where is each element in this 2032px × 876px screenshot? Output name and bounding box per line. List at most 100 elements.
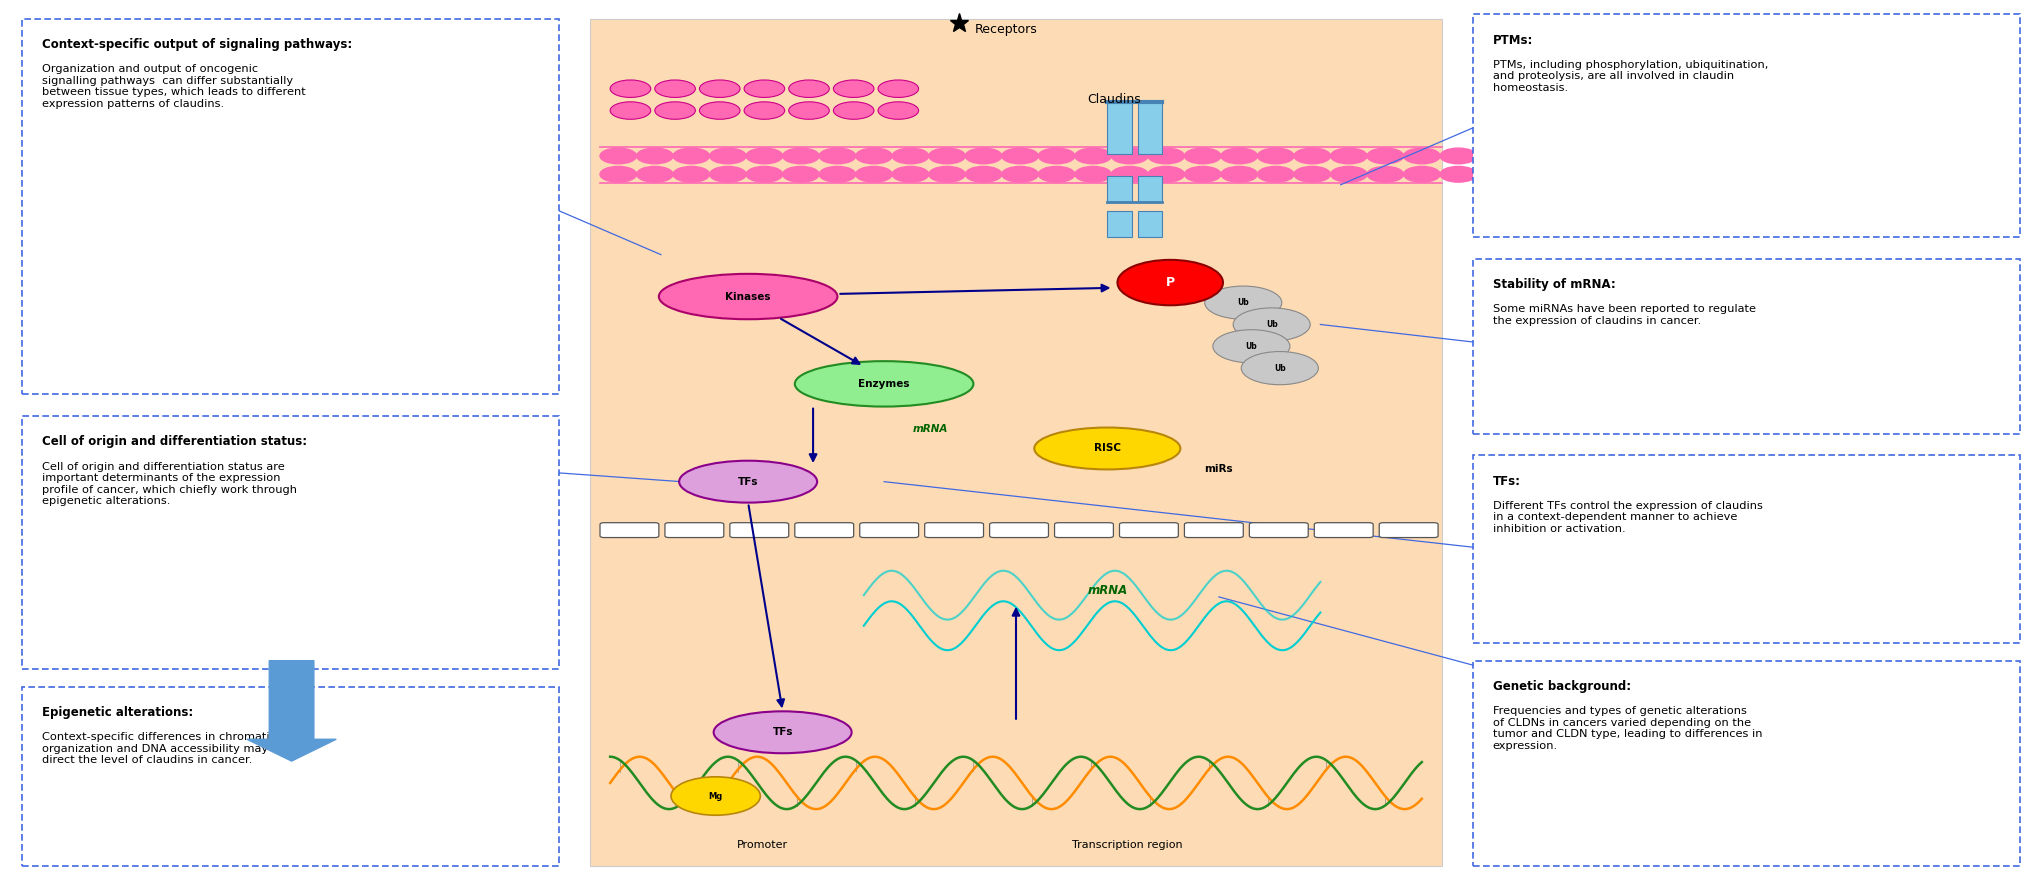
Circle shape [654, 102, 695, 119]
Circle shape [892, 166, 929, 182]
FancyBboxPatch shape [664, 523, 723, 538]
Circle shape [1118, 260, 1223, 305]
Circle shape [1368, 166, 1404, 182]
Ellipse shape [795, 361, 973, 406]
Circle shape [1331, 148, 1368, 164]
FancyBboxPatch shape [1473, 661, 2020, 865]
Circle shape [1233, 307, 1311, 341]
Circle shape [833, 80, 874, 97]
Ellipse shape [1034, 427, 1181, 470]
Circle shape [892, 148, 929, 164]
FancyBboxPatch shape [1107, 211, 1132, 237]
Circle shape [1221, 148, 1258, 164]
Circle shape [610, 80, 650, 97]
Text: Kinases: Kinases [725, 292, 770, 301]
FancyBboxPatch shape [22, 687, 559, 865]
Circle shape [819, 166, 855, 182]
Text: Context-specific differences in chromatin
organization and DNA accessibility may: Context-specific differences in chromati… [43, 732, 276, 766]
Circle shape [1075, 148, 1112, 164]
Text: Claudins: Claudins [1087, 93, 1140, 106]
Text: P: P [1166, 276, 1174, 289]
Circle shape [744, 80, 784, 97]
Circle shape [746, 148, 782, 164]
Circle shape [1404, 148, 1441, 164]
Circle shape [788, 80, 829, 97]
Circle shape [1213, 329, 1290, 363]
Circle shape [1294, 148, 1331, 164]
Circle shape [1242, 351, 1319, 385]
Text: Organization and output of oncogenic
signalling pathways  can differ substantial: Organization and output of oncogenic sig… [43, 64, 305, 109]
Circle shape [855, 166, 892, 182]
FancyArrow shape [248, 661, 335, 761]
FancyBboxPatch shape [1138, 176, 1162, 202]
Text: Cell of origin and differentiation status are
important determinants of the expr: Cell of origin and differentiation statu… [43, 462, 297, 506]
FancyBboxPatch shape [1055, 523, 1114, 538]
Circle shape [1294, 166, 1331, 182]
FancyBboxPatch shape [1473, 15, 2020, 237]
Circle shape [1185, 166, 1221, 182]
Text: Transcription region: Transcription region [1073, 840, 1183, 851]
Text: TFs: TFs [772, 727, 792, 738]
Circle shape [599, 148, 636, 164]
Ellipse shape [679, 461, 817, 503]
Circle shape [673, 148, 709, 164]
Circle shape [965, 148, 1002, 164]
FancyBboxPatch shape [990, 523, 1049, 538]
Circle shape [1441, 166, 1477, 182]
Circle shape [1258, 148, 1294, 164]
Circle shape [782, 166, 819, 182]
Circle shape [929, 166, 965, 182]
FancyBboxPatch shape [1120, 523, 1179, 538]
Circle shape [744, 102, 784, 119]
Circle shape [929, 148, 965, 164]
Circle shape [610, 102, 650, 119]
Text: Enzymes: Enzymes [858, 378, 910, 389]
Circle shape [1002, 148, 1038, 164]
Circle shape [1148, 166, 1185, 182]
FancyBboxPatch shape [1473, 259, 2020, 434]
Circle shape [855, 148, 892, 164]
Text: TFs: TFs [738, 477, 758, 487]
Circle shape [878, 80, 918, 97]
Text: Receptors: Receptors [975, 24, 1036, 36]
Circle shape [1075, 166, 1112, 182]
Circle shape [699, 80, 740, 97]
Circle shape [599, 166, 636, 182]
Circle shape [788, 102, 829, 119]
Circle shape [1221, 166, 1258, 182]
FancyBboxPatch shape [599, 523, 658, 538]
Text: Context-specific output of signaling pathways:: Context-specific output of signaling pat… [43, 38, 352, 51]
Text: Ub: Ub [1266, 320, 1278, 329]
Text: Ub: Ub [1274, 364, 1286, 372]
Text: Promoter: Promoter [738, 840, 788, 851]
Circle shape [1002, 166, 1038, 182]
Circle shape [746, 166, 782, 182]
Circle shape [1368, 148, 1404, 164]
Circle shape [1038, 166, 1075, 182]
Text: Ub: Ub [1246, 342, 1258, 350]
FancyBboxPatch shape [22, 19, 559, 394]
Text: Different TFs control the expression of claudins
in a context-dependent manner t: Different TFs control the expression of … [1494, 501, 1762, 534]
Circle shape [709, 148, 746, 164]
Text: Frequencies and types of genetic alterations
of CLDNs in cancers varied dependin: Frequencies and types of genetic alterat… [1494, 706, 1762, 751]
FancyBboxPatch shape [1138, 211, 1162, 237]
Text: TFs:: TFs: [1494, 475, 1520, 488]
Circle shape [1148, 148, 1185, 164]
Text: RISC: RISC [1093, 443, 1122, 454]
FancyBboxPatch shape [795, 523, 853, 538]
Text: Genetic background:: Genetic background: [1494, 680, 1632, 693]
Circle shape [1038, 148, 1075, 164]
Circle shape [673, 166, 709, 182]
Ellipse shape [658, 274, 837, 319]
Text: mRNA: mRNA [1087, 584, 1128, 597]
Circle shape [1258, 166, 1294, 182]
Circle shape [878, 102, 918, 119]
FancyBboxPatch shape [589, 19, 1443, 865]
Circle shape [654, 80, 695, 97]
FancyBboxPatch shape [1138, 102, 1162, 154]
FancyBboxPatch shape [860, 523, 918, 538]
Circle shape [1112, 166, 1148, 182]
Text: PTMs:: PTMs: [1494, 33, 1534, 46]
Circle shape [833, 102, 874, 119]
FancyBboxPatch shape [1315, 523, 1374, 538]
